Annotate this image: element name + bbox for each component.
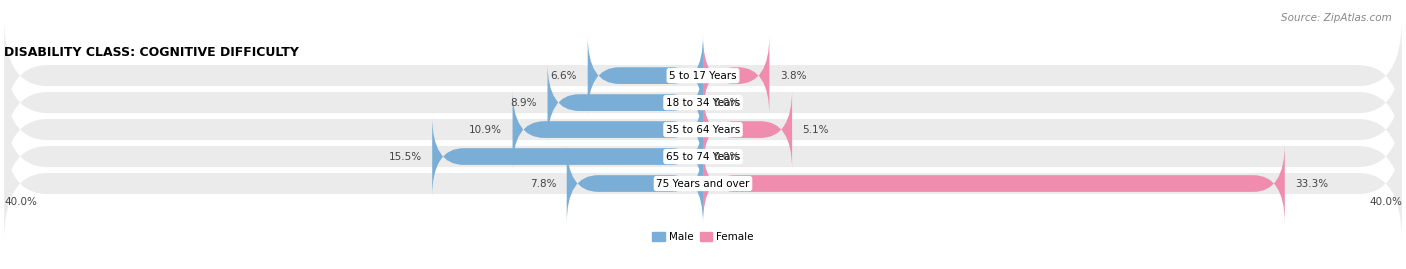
- Legend: Male, Female: Male, Female: [648, 228, 758, 246]
- FancyBboxPatch shape: [567, 143, 703, 224]
- FancyBboxPatch shape: [703, 143, 1285, 224]
- Text: 7.8%: 7.8%: [530, 179, 557, 189]
- Text: 75 Years and over: 75 Years and over: [657, 179, 749, 189]
- Text: DISABILITY CLASS: COGNITIVE DIFFICULTY: DISABILITY CLASS: COGNITIVE DIFFICULTY: [4, 46, 299, 59]
- Text: 18 to 34 Years: 18 to 34 Years: [666, 98, 740, 108]
- Text: 0.0%: 0.0%: [713, 151, 740, 162]
- Text: 40.0%: 40.0%: [4, 197, 37, 207]
- Text: 65 to 74 Years: 65 to 74 Years: [666, 151, 740, 162]
- Text: 5 to 17 Years: 5 to 17 Years: [669, 71, 737, 81]
- Text: 0.0%: 0.0%: [713, 98, 740, 108]
- Text: 5.1%: 5.1%: [803, 125, 830, 134]
- Text: 33.3%: 33.3%: [1295, 179, 1329, 189]
- Text: 10.9%: 10.9%: [470, 125, 502, 134]
- Text: 3.8%: 3.8%: [780, 71, 807, 81]
- FancyBboxPatch shape: [4, 73, 1402, 186]
- Text: 35 to 64 Years: 35 to 64 Years: [666, 125, 740, 134]
- FancyBboxPatch shape: [513, 89, 703, 170]
- FancyBboxPatch shape: [547, 62, 703, 143]
- Text: 15.5%: 15.5%: [388, 151, 422, 162]
- FancyBboxPatch shape: [588, 36, 703, 116]
- FancyBboxPatch shape: [4, 127, 1402, 240]
- FancyBboxPatch shape: [4, 100, 1402, 214]
- FancyBboxPatch shape: [703, 36, 769, 116]
- Text: 8.9%: 8.9%: [510, 98, 537, 108]
- FancyBboxPatch shape: [703, 89, 792, 170]
- FancyBboxPatch shape: [432, 116, 703, 197]
- Text: 40.0%: 40.0%: [1369, 197, 1402, 207]
- Text: 6.6%: 6.6%: [551, 71, 578, 81]
- FancyBboxPatch shape: [4, 46, 1402, 160]
- Text: Source: ZipAtlas.com: Source: ZipAtlas.com: [1281, 13, 1392, 23]
- FancyBboxPatch shape: [4, 19, 1402, 133]
